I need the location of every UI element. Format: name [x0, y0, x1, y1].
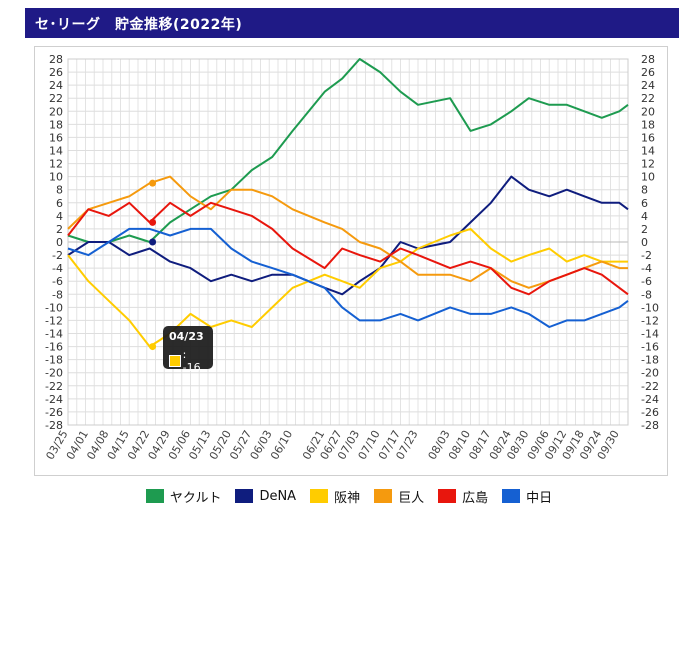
legend-item[interactable]: 広島 [438, 487, 488, 506]
y-tick-label-left: 6 [56, 197, 63, 210]
hover-markers [149, 179, 157, 351]
y-tick-label-right: 14 [641, 145, 655, 158]
legend-swatch [502, 489, 521, 503]
hover-marker [149, 343, 157, 351]
hover-marker [149, 218, 157, 226]
y-tick-label-left: -8 [52, 288, 63, 301]
legend-label: 中日 [526, 490, 553, 506]
y-tick-label-right: 4 [641, 210, 648, 223]
x-axis: 03/2504/0104/0804/1504/2204/2905/0605/13… [43, 428, 621, 462]
legend-label: DeNA [259, 488, 297, 504]
y-tick-label-left: -28 [45, 419, 63, 432]
y-tick-label-left: -18 [45, 354, 63, 367]
y-tick-label-right: -4 [641, 262, 652, 275]
y-tick-label-left: -24 [45, 393, 63, 406]
y-axis-right: -28-26-24-22-20-18-16-14-12-10-8-6-4-202… [641, 53, 659, 432]
y-tick-label-left: 28 [49, 53, 63, 66]
y-tick-label-left: -12 [45, 314, 63, 327]
series-line [67, 58, 629, 243]
legend-label: 阪神 [334, 490, 361, 506]
y-tick-label-left: 22 [49, 92, 63, 105]
y-tick-label-right: -22 [641, 380, 659, 393]
tooltip-series-swatch [169, 355, 181, 367]
y-tick-label-right: 0 [641, 236, 648, 249]
y-tick-label-right: 16 [641, 131, 655, 144]
y-tick-label-right: -14 [641, 328, 659, 341]
legend-item[interactable]: ヤクルト [145, 487, 222, 506]
y-tick-label-left: -2 [52, 249, 63, 262]
page-title: セ･リーグ 貯金推移(2022年) [25, 8, 679, 38]
y-tick-label-right: -26 [641, 406, 659, 419]
plot-border [67, 58, 629, 426]
hover-marker [149, 238, 157, 246]
tooltip: 04/23 : -16 [163, 326, 213, 374]
legend-item[interactable]: DeNA [235, 489, 296, 504]
y-tick-label-left: 0 [56, 236, 63, 249]
y-axis-left: -28-26-24-22-20-18-16-14-12-10-8-6-4-202… [45, 53, 63, 432]
savings-line-chart: -28-26-24-22-20-18-16-14-12-10-8-6-4-202… [43, 53, 659, 462]
y-tick-label-left: 24 [49, 79, 63, 92]
y-tick-label-right: -2 [641, 249, 652, 262]
series-line [67, 175, 629, 296]
y-tick-label-right: 12 [641, 158, 655, 171]
y-tick-label-left: -14 [45, 328, 63, 341]
y-tick-label-right: -10 [641, 301, 659, 314]
y-tick-label-right: 8 [641, 184, 648, 197]
legend-label: ヤクルト [169, 490, 222, 506]
y-tick-label-left: 16 [49, 131, 63, 144]
y-tick-label-left: -4 [52, 262, 63, 275]
y-tick-label-right: 20 [641, 105, 655, 118]
legend-swatch [235, 489, 254, 503]
tooltip-value: : -16 [182, 348, 201, 374]
legend-item[interactable]: 中日 [502, 487, 552, 506]
legend-swatch [310, 489, 329, 503]
y-tick-label-right: -28 [641, 419, 659, 432]
hover-marker [149, 179, 157, 187]
y-tick-label-right: 10 [641, 171, 655, 184]
series-line [67, 201, 629, 296]
legend-swatch [145, 489, 164, 503]
y-tick-label-right: -6 [641, 275, 652, 288]
y-tick-label-left: 8 [56, 184, 63, 197]
y-tick-label-left: 18 [49, 118, 63, 131]
y-tick-label-left: -10 [45, 301, 63, 314]
y-tick-label-left: 26 [49, 66, 63, 79]
y-tick-label-left: -26 [45, 406, 63, 419]
y-tick-label-right: 24 [641, 79, 655, 92]
y-tick-label-right: -16 [641, 341, 659, 354]
legend-item[interactable]: 阪神 [310, 487, 360, 506]
legend-swatch [438, 489, 457, 503]
y-tick-label-right: 26 [641, 66, 655, 79]
y-tick-label-right: 18 [641, 118, 655, 131]
y-tick-label-left: 2 [56, 223, 63, 236]
y-tick-label-right: -20 [641, 367, 659, 380]
y-tick-label-right: 6 [641, 197, 648, 210]
y-tick-label-left: 4 [56, 210, 63, 223]
legend-item[interactable]: 巨人 [374, 487, 424, 506]
y-tick-label-right: -18 [641, 354, 659, 367]
legend-swatch [374, 489, 393, 503]
tooltip-date: 04/23 [169, 330, 204, 343]
y-tick-label-left: -16 [45, 341, 63, 354]
legend: ヤクルト DeNA 阪神 巨人 広島 中日 [0, 485, 698, 507]
chart-panel [34, 46, 668, 476]
legend-label: 巨人 [398, 490, 425, 506]
y-tick-label-right: -12 [641, 314, 659, 327]
legend-label: 広島 [462, 490, 489, 506]
y-tick-label-right: -8 [641, 288, 652, 301]
y-tick-label-right: -24 [641, 393, 659, 406]
y-tick-label-right: 2 [641, 223, 648, 236]
series-line [67, 227, 629, 328]
y-tick-label-right: 28 [641, 53, 655, 66]
y-tick-label-left: -20 [45, 367, 63, 380]
y-tick-label-left: -6 [52, 275, 63, 288]
y-tick-label-left: 20 [49, 105, 63, 118]
y-tick-label-left: 10 [49, 171, 63, 184]
y-tick-label-left: -22 [45, 380, 63, 393]
y-tick-label-left: 14 [49, 145, 63, 158]
y-tick-label-left: 12 [49, 158, 63, 171]
y-tick-label-right: 22 [641, 92, 655, 105]
